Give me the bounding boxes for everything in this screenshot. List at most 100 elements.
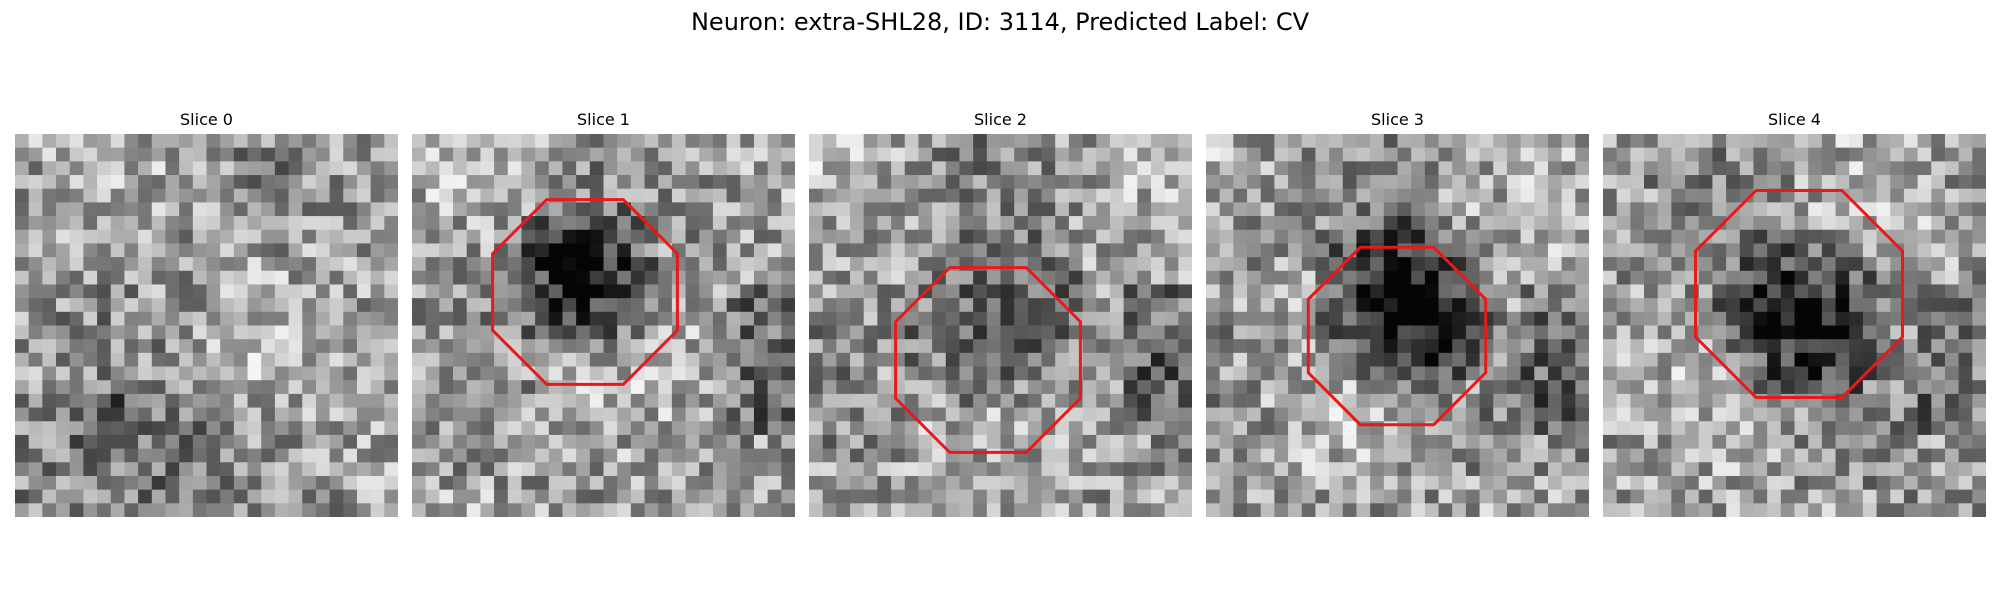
image-pixel [1698,434,1713,450]
image-pixel [110,393,125,408]
image-pixel [1520,161,1535,176]
image-pixel [1685,339,1700,354]
image-pixel [370,188,385,203]
image-pixel [904,284,919,299]
image-pixel [973,407,988,422]
image-pixel [1027,448,1042,463]
image-pixel [1424,298,1439,313]
image-pixel [1383,434,1398,450]
image-pixel [124,311,139,326]
image-pixel [83,339,98,354]
image-pixel [83,270,98,285]
image-pixel [1753,284,1768,299]
image-pixel [1739,393,1754,408]
image-pixel [767,243,782,258]
image-pixel [494,134,509,149]
image-pixel [1575,284,1589,299]
image-pixel [1055,434,1070,450]
image-pixel [466,270,481,285]
image-pixel [1383,284,1398,299]
image-pixel [124,421,139,436]
image-pixel [1411,489,1426,504]
image-pixel [302,175,317,190]
image-pixel [589,325,604,340]
image-pixel [1274,270,1289,285]
image-pixel [1041,243,1056,258]
image-pixel [439,175,454,190]
image-pixel [986,475,1001,491]
image-pixel [1206,448,1221,463]
image-pixel [1876,393,1891,408]
image-pixel [1096,421,1111,436]
image-pixel [1452,311,1467,326]
image-pixel [1164,298,1179,313]
image-pixel [56,352,71,367]
image-pixel [83,298,98,313]
image-pixel [151,298,166,313]
image-pixel [480,188,495,203]
image-pixel [712,421,728,436]
image-pixel [1082,421,1097,436]
image-pixel [302,284,317,299]
image-pixel [480,407,495,422]
image-pixel [329,188,344,203]
image-pixel [973,352,988,367]
image-pixel [918,325,933,340]
image-pixel [1958,270,1973,285]
image-pixel [1794,475,1809,491]
image-pixel [603,243,618,258]
image-pixel [671,393,686,408]
image-pixel [1137,339,1152,354]
image-pixel [1014,243,1029,258]
image-pixel [466,325,481,340]
image-pixel [617,147,632,162]
image-pixel [877,270,892,285]
image-pixel [274,462,289,477]
image-pixel [671,284,686,299]
image-pixel [1164,503,1179,517]
image-pixel [1849,202,1864,217]
image-pixel [179,366,194,381]
image-pixel [973,134,988,149]
image-pixel [1315,202,1330,217]
image-pixel [494,202,509,217]
image-pixel [233,188,248,203]
image-pixel [1849,243,1864,258]
image-pixel [1411,243,1426,258]
image-pixel [1438,298,1453,313]
image-pixel [589,489,604,504]
image-pixel [1547,489,1563,504]
image-pixel [1876,188,1891,203]
image-pixel [1055,462,1070,477]
image-pixel [1096,393,1111,408]
image-pixel [576,352,591,367]
image-pixel [986,298,1001,313]
image-pixel [521,298,536,313]
image-pixel [1739,257,1754,272]
image-pixel [1849,380,1864,395]
image-pixel [1917,147,1932,162]
image-pixel [1671,434,1686,450]
image-pixel [603,202,618,217]
image-pixel [56,325,71,340]
image-pixel [1972,311,1986,326]
image-pixel [1288,134,1303,149]
image-pixel [110,475,125,491]
image-pixel [165,339,180,354]
image-pixel [329,243,344,258]
image-pixel [685,462,700,477]
image-pixel [425,366,440,381]
image-pixel [521,448,536,463]
image-pixel [1780,216,1795,231]
slice-image [809,134,1192,517]
image-pixel [247,216,262,231]
image-pixel [192,407,207,422]
image-pixel [1685,311,1700,326]
image-pixel [986,393,1001,408]
image-pixel [548,134,563,149]
image-pixel [220,448,235,463]
image-pixel [562,352,577,367]
image-pixel [904,380,919,395]
image-pixel [1041,134,1056,149]
image-pixel [1520,366,1535,381]
